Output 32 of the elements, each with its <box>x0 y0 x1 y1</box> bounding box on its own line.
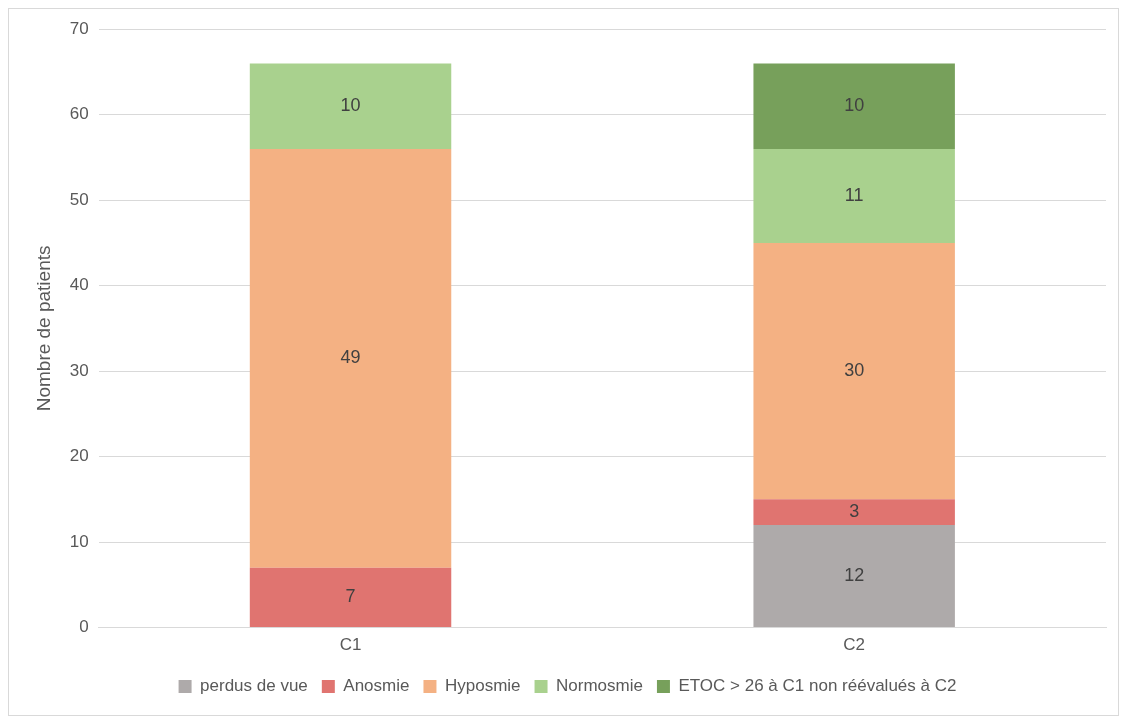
y-tick-label: 50 <box>69 189 89 209</box>
x-tick-label: C1 <box>339 635 362 655</box>
y-tick-label: 30 <box>69 360 89 380</box>
data-label: 11 <box>844 184 864 205</box>
bar <box>753 148 955 243</box>
legend-label: ETOC > 26 à C1 non réévalués à C2 <box>678 676 957 696</box>
y-axis-title: Nombre de patients <box>32 245 54 412</box>
y-tick-label: 20 <box>69 446 89 466</box>
legend-label: perdus de vue <box>200 676 308 696</box>
bar <box>753 525 955 628</box>
y-tick-label: 70 <box>69 18 89 38</box>
y-tick-label: 0 <box>79 617 89 637</box>
data-label: 30 <box>844 360 865 381</box>
bar <box>249 148 452 568</box>
data-label: 49 <box>340 347 361 368</box>
data-label: 10 <box>844 95 865 116</box>
y-tick-label: 10 <box>69 531 89 551</box>
data-label: 3 <box>849 501 860 522</box>
data-label: 10 <box>340 95 361 116</box>
y-tick-label: 40 <box>69 275 89 295</box>
data-label: 7 <box>345 586 356 607</box>
data-label: 12 <box>844 565 865 586</box>
bar <box>249 567 452 628</box>
legend-label: Normosmie <box>556 676 643 696</box>
legend-label: Anosmie <box>343 676 410 696</box>
legend-label: Hyposmie <box>444 676 521 696</box>
y-tick-label: 60 <box>69 104 89 124</box>
bar <box>249 63 452 149</box>
bar <box>753 242 955 500</box>
bar <box>753 63 955 149</box>
x-tick-label: C2 <box>843 635 866 655</box>
bar <box>753 499 955 526</box>
